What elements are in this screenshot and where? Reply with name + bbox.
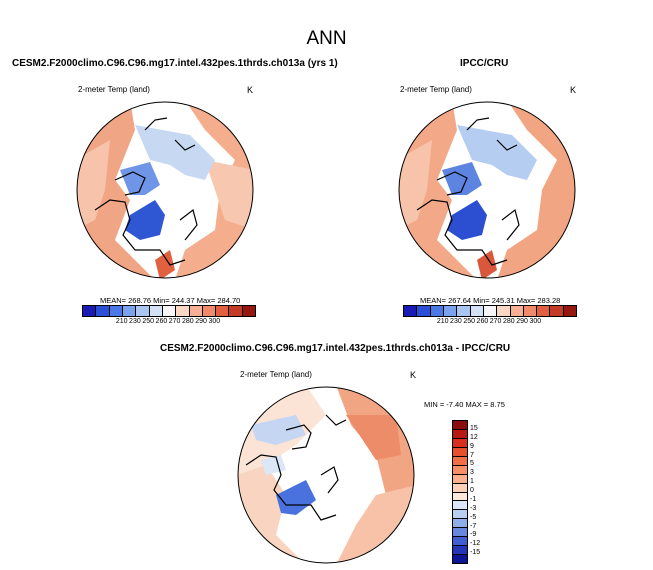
main-title: ANN	[306, 28, 347, 49]
colorbar-swatch	[202, 306, 217, 316]
colorbar-swatch	[453, 528, 467, 538]
obs-panel-title: IPCC/CRU	[460, 58, 509, 69]
colorbar-swatch	[563, 306, 577, 316]
colorbar-tick-label: 270	[489, 318, 502, 325]
colorbar-swatch	[453, 447, 467, 457]
model-colorbar	[82, 305, 256, 317]
colorbar-swatch	[453, 537, 467, 547]
model-variable-label: 2-meter Temp (land)	[78, 85, 150, 94]
diff-stats: MIN = -7.40 MAX = 8.75	[424, 400, 505, 409]
colorbar-tick-label: -12	[470, 540, 481, 548]
colorbar-tick-label: 0	[470, 487, 474, 494]
colorbar-swatch	[453, 456, 467, 466]
obs-variable-label: 2-meter Temp (land)	[400, 85, 472, 94]
colorbar-swatch	[453, 421, 467, 430]
colorbar-tick-label: -1	[470, 495, 477, 503]
colorbar-tick-label: 3	[470, 469, 474, 477]
colorbar-swatch	[176, 306, 190, 316]
colorbar-tick-label: -5	[470, 513, 477, 521]
colorbar-swatch	[537, 306, 551, 316]
colorbar-swatch	[523, 306, 538, 316]
colorbar-tick-label: 290	[516, 318, 528, 325]
colorbar-swatch	[453, 483, 467, 493]
colorbar-swatch	[453, 510, 467, 520]
colorbar-swatch	[430, 306, 444, 316]
colorbar-swatch	[550, 306, 564, 316]
obs-stats: MEAN= 267.64 Min= 245.31 Max= 283.28	[420, 296, 561, 305]
colorbar-swatch	[229, 306, 243, 316]
model-units-label: K	[247, 85, 254, 95]
obs-colorbar-ticks: 210 230 250 260 270 280 290 300	[403, 318, 575, 328]
colorbar-swatch	[109, 306, 123, 316]
colorbar-swatch	[483, 306, 498, 316]
colorbar-tick-label: 260	[476, 318, 489, 325]
colorbar-swatch	[453, 465, 467, 475]
model-colorbar-ticks: 210 230 250 260 270 280 290 300	[82, 318, 254, 328]
colorbar-tick-label: 260	[155, 318, 168, 325]
colorbar-tick-label: 280	[181, 318, 194, 325]
colorbar-swatch	[122, 306, 137, 316]
colorbar-swatch	[457, 306, 471, 316]
colorbar-tick-label: 5	[470, 460, 474, 468]
colorbar-swatch	[510, 306, 524, 316]
colorbar-tick-label: 1	[470, 478, 474, 486]
colorbar-tick-label: 210	[115, 318, 128, 325]
colorbar-tick-label: 250	[463, 318, 476, 325]
model-polar-map	[76, 101, 254, 279]
colorbar-swatch	[453, 555, 467, 563]
colorbar-swatch	[83, 306, 97, 316]
colorbar-tick-label: -3	[470, 504, 477, 512]
obs-colorbar	[403, 305, 577, 317]
colorbar-tick-label: -9	[470, 531, 477, 539]
colorbar-tick-label: 270	[168, 318, 181, 325]
diff-polar-map	[237, 386, 415, 564]
colorbar-tick-label: 280	[502, 318, 515, 325]
colorbar-tick-label: 250	[142, 318, 155, 325]
colorbar-tick-label: 300	[529, 318, 542, 325]
colorbar-tick-label: -7	[470, 522, 477, 530]
colorbar-tick-label: 300	[208, 318, 221, 325]
colorbar-swatch	[453, 519, 467, 529]
colorbar-tick-label: 15	[470, 424, 478, 432]
colorbar-swatch	[470, 306, 484, 316]
colorbar-swatch	[453, 546, 467, 556]
colorbar-swatch	[453, 501, 467, 511]
colorbar-swatch	[162, 306, 177, 316]
colorbar-swatch	[149, 306, 163, 316]
colorbar-tick-label: 230	[129, 318, 141, 325]
colorbar-swatch	[443, 306, 458, 316]
model-stats: MEAN= 268.76 Min= 244.37 Max= 284.70	[100, 296, 241, 305]
colorbar-swatch	[404, 306, 418, 316]
colorbar-swatch	[417, 306, 431, 316]
model-panel-title: CESM2.F2000climo.C96.C96.mg17.intel.432p…	[12, 58, 338, 69]
diff-units-label: K	[410, 370, 417, 380]
colorbar-tick-label: 12	[470, 433, 478, 441]
colorbar-tick-label: 230	[450, 318, 462, 325]
diff-colorbar	[452, 420, 468, 564]
colorbar-swatch	[216, 306, 230, 316]
obs-units-label: K	[570, 85, 577, 95]
colorbar-swatch	[453, 438, 467, 448]
colorbar-swatch	[497, 306, 511, 316]
diff-panel-title: CESM2.F2000climo.C96.C96.mg17.intel.432p…	[160, 343, 511, 354]
colorbar-swatch	[96, 306, 110, 316]
colorbar-tick-label: -15	[470, 549, 481, 557]
colorbar-swatch	[136, 306, 150, 316]
colorbar-swatch	[453, 474, 467, 484]
colorbar-swatch	[189, 306, 203, 316]
colorbar-tick-label: 9	[470, 442, 474, 450]
colorbar-tick-label: 290	[195, 318, 207, 325]
colorbar-tick-label: 7	[470, 451, 474, 459]
colorbar-swatch	[453, 429, 467, 439]
colorbar-tick-label: 210	[436, 318, 449, 325]
diff-colorbar-ticks: 15 12 9 7 5 3 1 0 -1 -3 -5 -7 -9 -12 -15	[470, 420, 500, 562]
obs-polar-map	[398, 101, 576, 279]
diff-variable-label: 2-meter Temp (land)	[240, 370, 312, 379]
colorbar-swatch	[453, 492, 467, 502]
colorbar-swatch	[242, 306, 256, 316]
